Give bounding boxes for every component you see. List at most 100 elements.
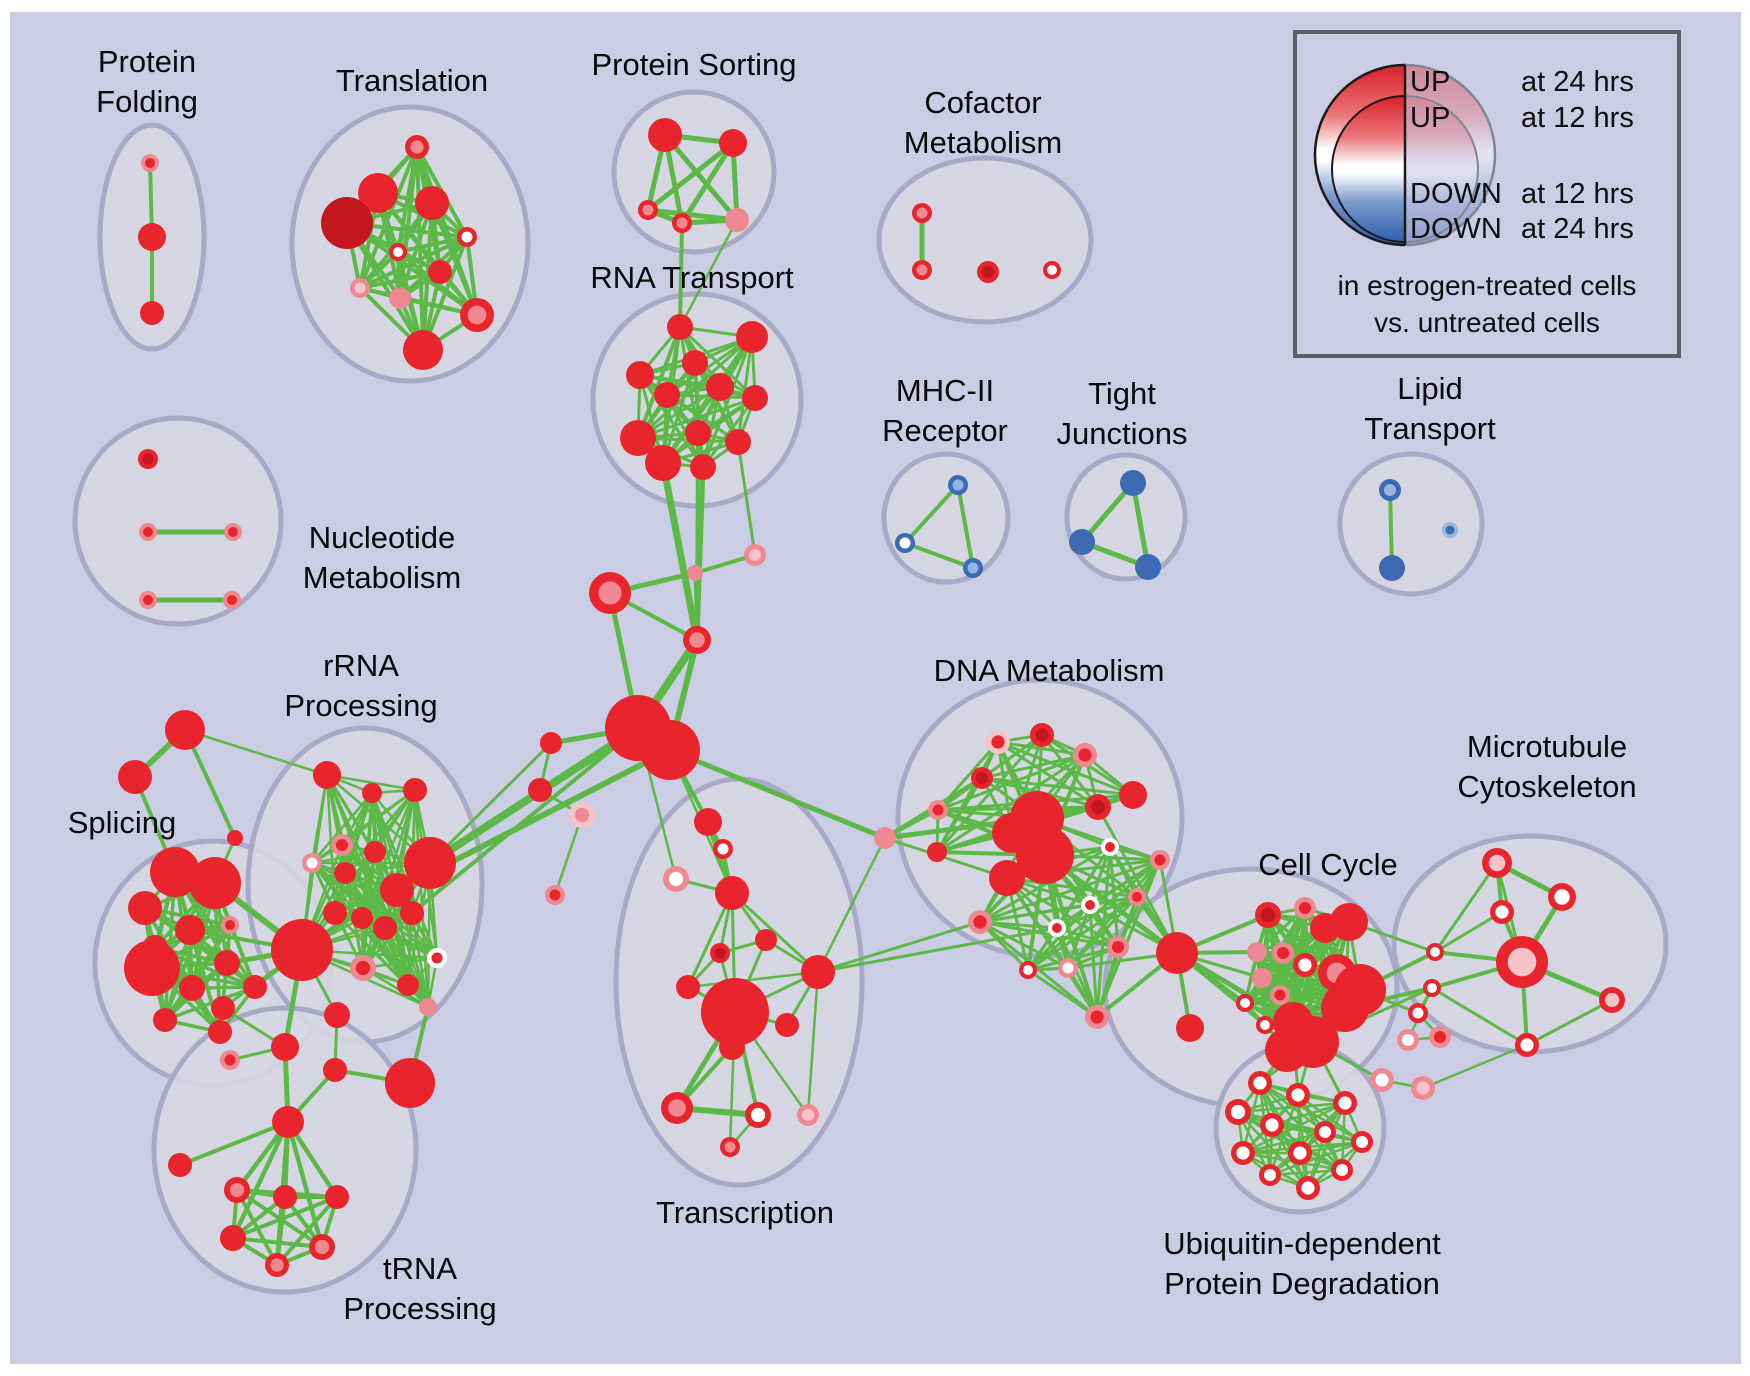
node-p3[interactable] xyxy=(403,778,427,802)
node-q11[interactable] xyxy=(271,1033,299,1061)
node-v3[interactable] xyxy=(321,197,373,249)
node-s1[interactable] xyxy=(150,847,200,897)
node-v4[interactable] xyxy=(415,186,449,220)
node-r11[interactable] xyxy=(725,429,751,455)
node-p16-inner xyxy=(431,952,443,964)
node-v9[interactable] xyxy=(389,287,411,309)
node-t15[interactable] xyxy=(801,955,835,989)
node-f3[interactable] xyxy=(140,301,164,325)
node-p13[interactable] xyxy=(400,901,424,925)
node-p17[interactable] xyxy=(397,974,419,996)
node-r8[interactable] xyxy=(685,420,711,446)
node-q13[interactable] xyxy=(323,1058,347,1082)
node-c1[interactable] xyxy=(874,827,896,849)
node-f2[interactable] xyxy=(138,223,166,251)
node-v2[interactable] xyxy=(358,173,398,213)
node-t6[interactable] xyxy=(755,929,777,951)
node-p1[interactable] xyxy=(313,761,341,789)
node-g3[interactable] xyxy=(227,830,243,846)
node-p18[interactable] xyxy=(419,998,437,1016)
node-q9[interactable] xyxy=(211,996,235,1020)
node-s9[interactable] xyxy=(214,950,240,976)
network-edge xyxy=(816,920,982,974)
node-t7[interactable] xyxy=(676,975,700,999)
node-s10[interactable] xyxy=(243,975,267,999)
node-i3-inner xyxy=(598,581,622,605)
node-d12[interactable] xyxy=(1119,781,1147,809)
node-s8[interactable] xyxy=(179,975,205,1001)
node-t9[interactable] xyxy=(775,1013,799,1037)
node-k12[interactable] xyxy=(1330,903,1368,941)
node-t10[interactable] xyxy=(719,1034,745,1060)
node-s3[interactable] xyxy=(128,891,162,925)
node-s2[interactable] xyxy=(189,857,241,909)
labels-layer: Protein Folding Translation Protein Sorting… xyxy=(68,44,1637,1326)
node-o2[interactable] xyxy=(719,129,747,157)
cluster-ellipse-nucleotide-metabolism xyxy=(72,415,284,627)
node-r6[interactable] xyxy=(706,373,734,401)
network-edge xyxy=(980,776,1135,797)
node-r9[interactable] xyxy=(620,420,656,456)
node-i1[interactable] xyxy=(687,565,703,581)
node-q1[interactable] xyxy=(272,1106,304,1138)
node-p6[interactable] xyxy=(334,862,356,884)
node-p14[interactable] xyxy=(271,919,333,981)
node-v11[interactable] xyxy=(403,330,443,370)
node-s12[interactable] xyxy=(208,1020,232,1044)
node-k18[interactable] xyxy=(1265,1028,1309,1072)
node-d10[interactable] xyxy=(989,860,1025,896)
cluster-label-transcription: Transcription xyxy=(656,1195,834,1230)
node-r1[interactable] xyxy=(667,314,693,340)
node-r7[interactable] xyxy=(742,385,768,411)
node-r12[interactable] xyxy=(690,454,716,480)
node-o1[interactable] xyxy=(648,118,682,152)
node-t4[interactable] xyxy=(715,876,749,910)
cluster-label-cell-cycle: Cell Cycle xyxy=(1258,847,1398,882)
node-g2[interactable] xyxy=(118,760,152,794)
node-k4[interactable] xyxy=(1247,942,1267,962)
node-s7[interactable] xyxy=(124,940,180,996)
node-r2[interactable] xyxy=(736,321,768,353)
node-k1[interactable] xyxy=(1176,1014,1204,1042)
node-t8[interactable] xyxy=(701,978,769,1046)
node-p8[interactable] xyxy=(404,837,456,889)
node-d11-inner xyxy=(1090,799,1106,815)
node-p2[interactable] xyxy=(362,783,382,803)
node-s4[interactable] xyxy=(175,915,205,945)
node-v7[interactable] xyxy=(428,260,452,284)
node-r10[interactable] xyxy=(645,445,681,481)
node-p12[interactable] xyxy=(373,916,397,940)
node-h2[interactable] xyxy=(640,720,700,780)
node-d6[interactable] xyxy=(927,842,947,862)
node-d9[interactable] xyxy=(1016,826,1074,884)
node-k5-inner xyxy=(1276,946,1290,960)
node-q5[interactable] xyxy=(325,1185,349,1209)
node-q14[interactable] xyxy=(385,1058,435,1108)
node-p9[interactable] xyxy=(380,873,414,907)
node-q4[interactable] xyxy=(273,1185,297,1209)
node-o5[interactable] xyxy=(725,208,749,232)
network-edge xyxy=(678,218,739,329)
node-q6[interactable] xyxy=(220,1225,246,1251)
node-tj1[interactable] xyxy=(1120,470,1146,496)
node-q12[interactable] xyxy=(324,1002,350,1028)
node-q2[interactable] xyxy=(168,1153,192,1177)
node-k7[interactable] xyxy=(1252,968,1272,988)
node-L1[interactable] xyxy=(540,732,562,754)
node-r3[interactable] xyxy=(626,361,654,389)
node-p11[interactable] xyxy=(351,907,373,929)
node-t1[interactable] xyxy=(694,808,722,836)
node-r4[interactable] xyxy=(682,350,708,376)
node-k0[interactable] xyxy=(1156,932,1198,974)
node-k15[interactable] xyxy=(1321,984,1369,1032)
node-p7[interactable] xyxy=(364,841,386,863)
node-g1[interactable] xyxy=(165,710,205,750)
node-lp2[interactable] xyxy=(1379,555,1405,581)
node-r5[interactable] xyxy=(654,382,680,408)
node-tj3[interactable] xyxy=(1135,554,1161,580)
node-L2[interactable] xyxy=(528,778,552,802)
node-tj2[interactable] xyxy=(1069,529,1095,555)
node-p10[interactable] xyxy=(323,901,347,925)
node-s11[interactable] xyxy=(153,1008,177,1032)
node-p4-inner xyxy=(335,838,349,852)
